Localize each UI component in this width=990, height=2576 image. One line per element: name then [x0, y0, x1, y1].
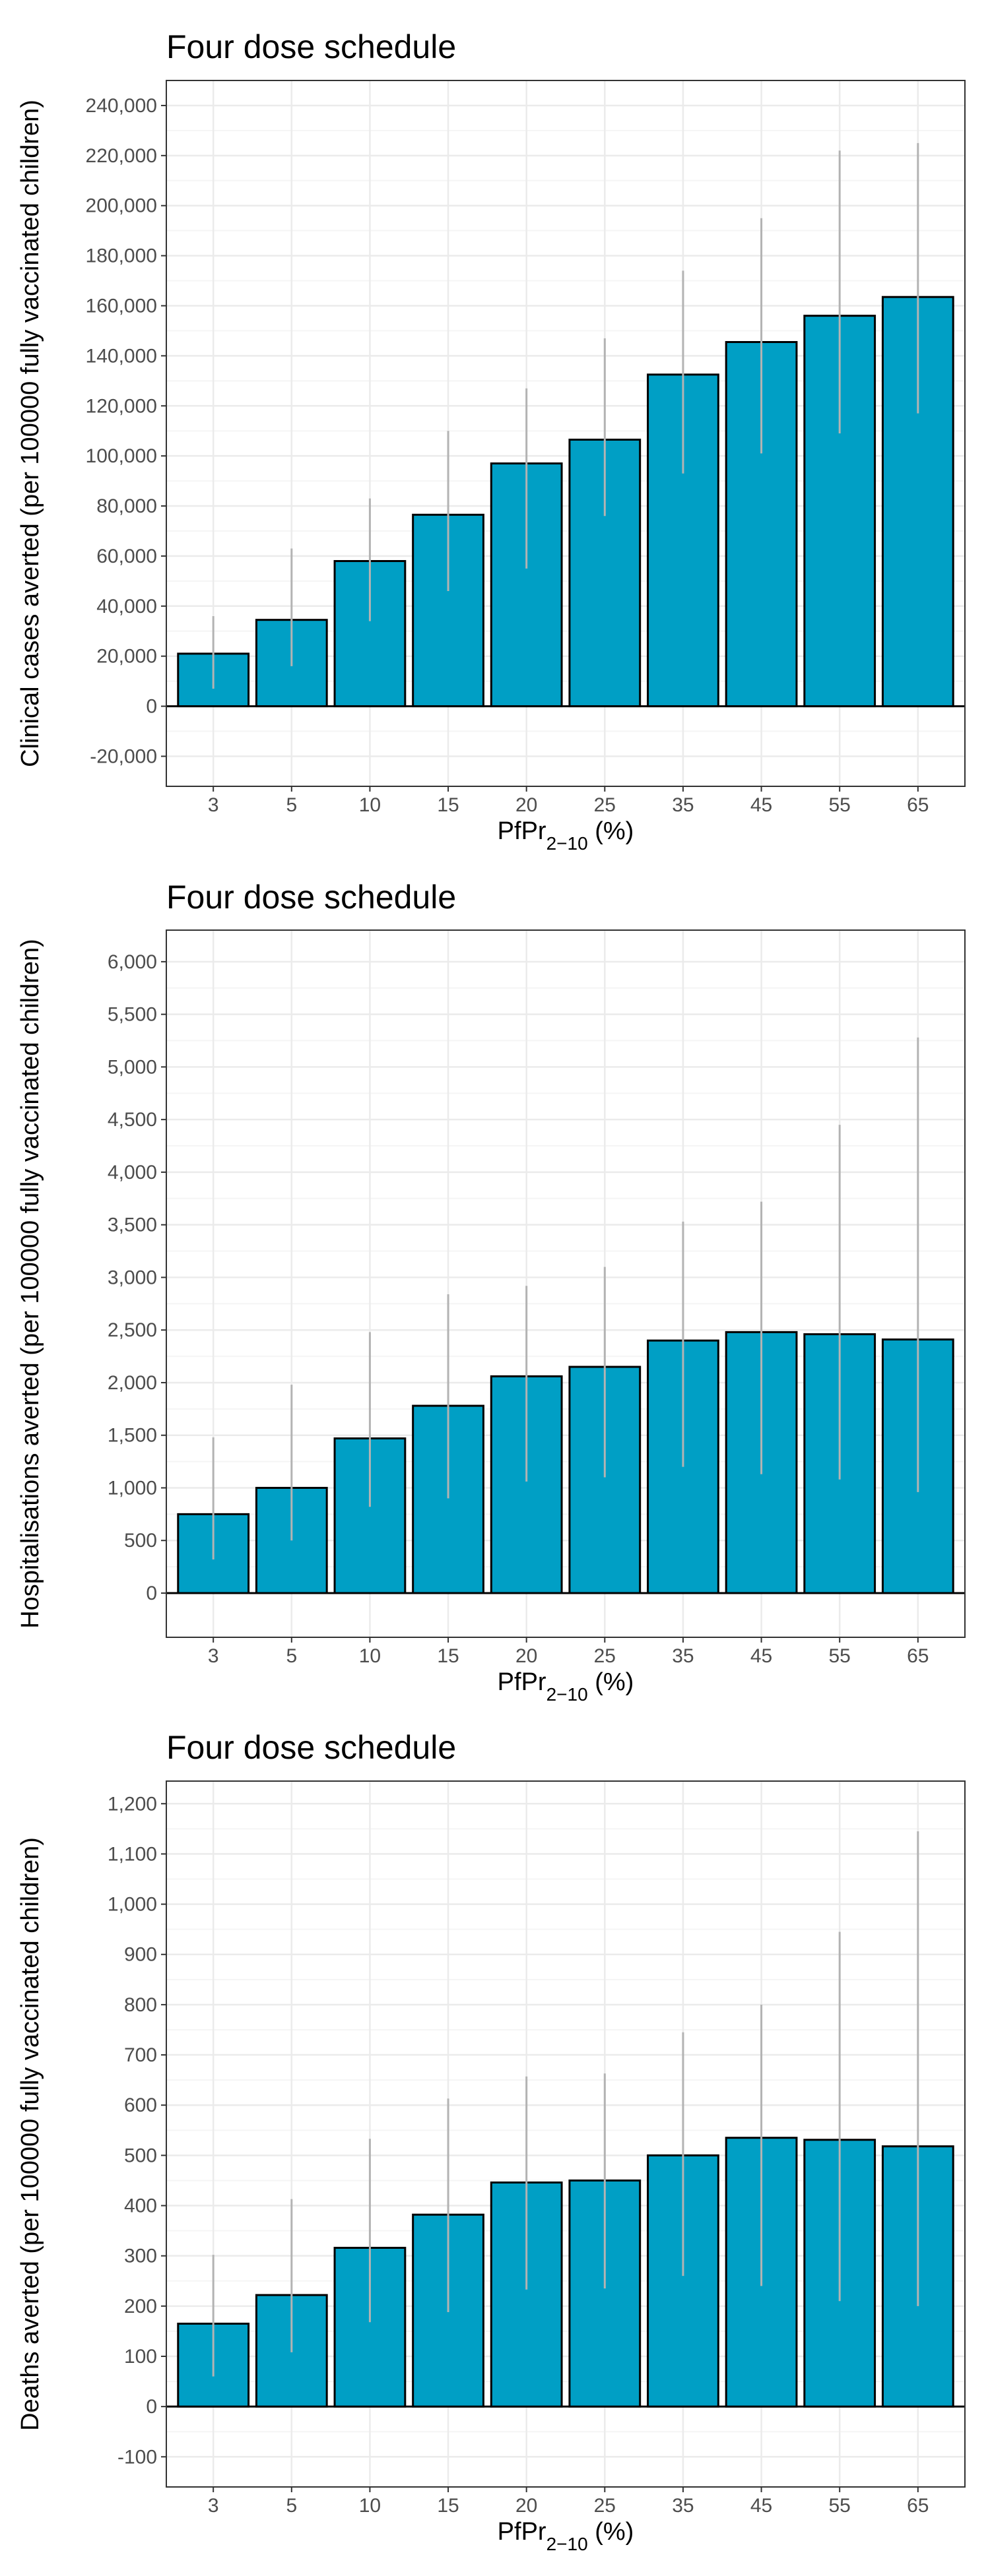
x-tick-label: 20	[515, 1645, 537, 1667]
y-tick-label: 2,000	[108, 1372, 157, 1394]
x-tick-label: 3	[208, 794, 219, 816]
y-tick-label: 5,000	[108, 1056, 157, 1078]
y-axis-title: Hospitalisations averted (per 100000 ful…	[16, 939, 44, 1629]
y-tick-label: 1,000	[108, 1477, 157, 1499]
y-tick-label: 3,000	[108, 1267, 157, 1288]
x-tick-label: 5	[286, 794, 297, 816]
y-tick-label: 160,000	[86, 295, 157, 317]
y-tick-label: -100	[117, 2446, 157, 2468]
x-tick-label: 65	[907, 794, 929, 816]
y-tick-label: 2,500	[108, 1319, 157, 1341]
y-tick-label: 60,000	[96, 546, 157, 567]
x-tick-label: 15	[437, 794, 459, 816]
x-axis-title: PfPr2−10 (%)	[498, 1668, 634, 1705]
y-tick-label: 500	[124, 2145, 157, 2166]
x-tick-label: 55	[829, 2495, 851, 2517]
x-tick-label: 45	[750, 2495, 772, 2517]
y-tick-label: 5,500	[108, 1004, 157, 1026]
chart-title: Four dose schedule	[166, 28, 456, 65]
chart-panel-3: -100 0 100 200 300 400 500 600 700 800 900 1,000 1,1…	[16, 1729, 966, 2554]
y-tick-label: 100	[124, 2346, 157, 2368]
x-tick-label: 55	[829, 794, 851, 816]
x-tick-label: 45	[750, 794, 772, 816]
y-tick-label: 200	[124, 2296, 157, 2317]
x-tick-label: 45	[750, 1645, 772, 1667]
x-tick-label: 3	[208, 2495, 219, 2517]
x-tick-label: 65	[907, 1645, 929, 1667]
y-tick-label: 40,000	[96, 596, 157, 617]
y-tick-label: 0	[146, 2396, 157, 2418]
bar-25	[568, 1366, 642, 1594]
y-tick-label: 300	[124, 2246, 157, 2267]
y-tick-label: 1,000	[108, 1894, 157, 1916]
x-tick-label: 20	[515, 794, 537, 816]
y-tick-label: 500	[124, 1530, 157, 1552]
y-tick-label: 4,500	[108, 1109, 157, 1131]
x-tick-label: 15	[437, 2495, 459, 2517]
chart-panel-1: -20,000 0 20,000 40,000 60,000 80,000 100,000 1…	[16, 28, 966, 854]
y-tick-label: 0	[146, 696, 157, 718]
y-tick-label: 1,500	[108, 1425, 157, 1447]
y-axis-title: Deaths averted (per 100000 fully vaccina…	[16, 1837, 44, 2431]
y-tick-label: 700	[124, 2044, 157, 2066]
y-tick-label: 80,000	[96, 495, 157, 517]
x-axis-title: PfPr2−10 (%)	[498, 2518, 634, 2554]
y-tick-label: 0	[146, 1583, 157, 1604]
y-tick-label: 1,200	[108, 1793, 157, 1815]
y-tick-label: 1,100	[108, 1843, 157, 1865]
x-tick-label: 25	[594, 2495, 616, 2517]
y-tick-label: 6,000	[108, 951, 157, 973]
panel-border	[166, 1780, 966, 2488]
y-tick-label: 900	[124, 1944, 157, 1966]
y-axis-title: Clinical cases averted (per 100000 fully…	[16, 100, 44, 767]
x-tick-label: 5	[286, 2495, 297, 2517]
x-tick-label: 55	[829, 1645, 851, 1667]
x-tick-label: 3	[208, 1645, 219, 1667]
x-tick-label: 10	[359, 794, 381, 816]
x-tick-label: 65	[907, 2495, 929, 2517]
y-tick-label: 4,000	[108, 1162, 157, 1183]
x-axis-title: PfPr2−10 (%)	[498, 817, 634, 854]
y-tick-label: 220,000	[86, 145, 157, 167]
x-tick-label: 35	[672, 794, 694, 816]
y-tick-label: 240,000	[86, 95, 157, 117]
y-tick-label: 600	[124, 2094, 157, 2116]
x-tick-label: 25	[594, 794, 616, 816]
chart-panel-2: 0 500 1,000 1,500 2,000 2,500 3,000 3,500 4,000 4…	[16, 879, 966, 1705]
panel-border	[166, 80, 966, 787]
y-tick-label: 3,500	[108, 1214, 157, 1236]
x-tick-label: 15	[437, 1645, 459, 1667]
chart-title: Four dose schedule	[166, 1729, 456, 1766]
x-tick-label: 35	[672, 1645, 694, 1667]
y-tick-label: 100,000	[86, 445, 157, 467]
panel-border	[166, 929, 966, 1638]
x-tick-label: 35	[672, 2495, 694, 2517]
x-tick-label: 10	[359, 1645, 381, 1667]
chart-title: Four dose schedule	[166, 879, 456, 916]
x-tick-label: 25	[594, 1645, 616, 1667]
x-tick-label: 5	[286, 1645, 297, 1667]
y-tick-label: 120,000	[86, 395, 157, 417]
y-tick-label: 400	[124, 2195, 157, 2217]
y-tick-label: 20,000	[96, 646, 157, 668]
y-tick-label: -20,000	[90, 745, 157, 767]
y-tick-label: 200,000	[86, 195, 157, 217]
y-tick-label: 800	[124, 1994, 157, 2016]
x-tick-label: 20	[515, 2495, 537, 2517]
y-tick-label: 180,000	[86, 245, 157, 267]
x-tick-label: 10	[359, 2495, 381, 2517]
y-tick-label: 140,000	[86, 345, 157, 367]
